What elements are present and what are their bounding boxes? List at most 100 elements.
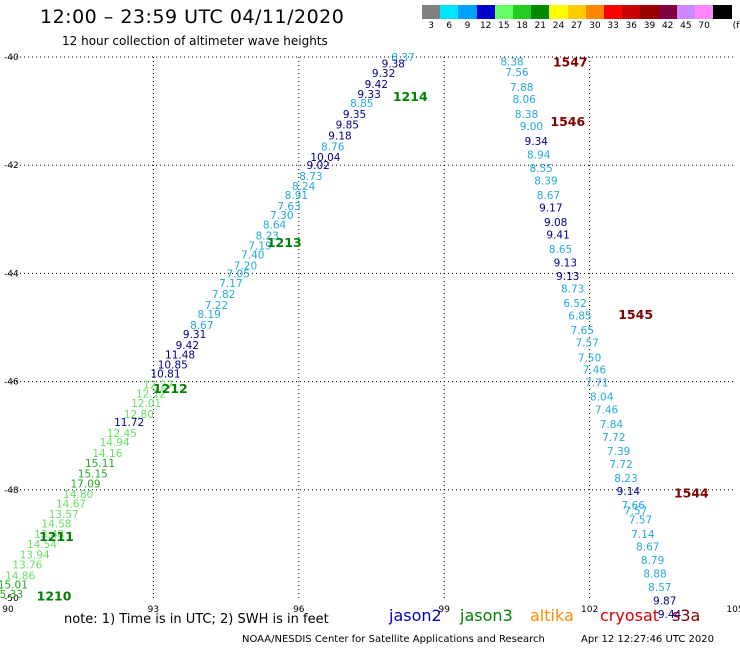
legend-swatch xyxy=(549,5,569,19)
legend-label: 24 xyxy=(552,21,565,31)
wave-height-value: 13.48 xyxy=(34,529,64,541)
wave-height-value: 17.09 xyxy=(71,478,101,490)
wave-height-value: 8.94 xyxy=(527,149,551,161)
wave-height-value: 9.02 xyxy=(306,160,329,172)
wave-height-value: 8.38 xyxy=(515,109,538,121)
wave-height-value: 7.66 xyxy=(622,500,646,512)
wave-height-value: 7.72 xyxy=(609,459,632,471)
wave-height-value: 13.57 xyxy=(49,509,79,521)
wave-height-value: 7.22 xyxy=(205,300,228,312)
wave-height-value: 10.81 xyxy=(150,368,180,380)
wave-height-value: 8.57 xyxy=(648,582,671,594)
wave-height-value: 10.04 xyxy=(310,152,340,164)
wave-height-value: 12.27 xyxy=(143,379,173,391)
legend-label: 21 xyxy=(534,21,546,31)
legend-swatch xyxy=(604,5,623,19)
x-tick-label: 96 xyxy=(293,605,305,615)
y-tick-label: -42 xyxy=(4,161,19,171)
legend-swatch xyxy=(476,5,496,19)
wave-height-value: 9.87 xyxy=(653,596,676,608)
legend-swatch xyxy=(494,5,514,19)
legend-swatch xyxy=(640,5,660,19)
wave-height-value: 13.76 xyxy=(12,559,42,571)
legend-swatch xyxy=(676,5,696,19)
wave-height-value: 12.45 xyxy=(107,428,137,440)
wave-height-value: 15.15 xyxy=(78,469,108,481)
wave-height-value: 7.17 xyxy=(219,278,242,290)
wave-height-value: 12.12 xyxy=(136,389,166,401)
wave-height-value: 12.01 xyxy=(131,398,161,410)
y-tick-label: -40 xyxy=(4,53,19,63)
legend-label: 18 xyxy=(516,21,528,31)
wave-height-value: 7.63 xyxy=(277,201,300,213)
y-tick-label: -44 xyxy=(4,269,19,279)
legend-label: 39 xyxy=(643,21,656,31)
x-tick-label: 90 xyxy=(2,605,14,615)
wave-height-value: 8.76 xyxy=(321,141,345,153)
satellite-label-jason3: jason3 xyxy=(460,606,513,625)
pass-time-labels: 1214 1213 1212 1211 1210 1547 1546 1545 1544 xyxy=(37,54,709,603)
legend-swatch xyxy=(458,5,478,19)
wave-height-value: 14.58 xyxy=(41,518,71,530)
wave-height-value: 14.86 xyxy=(5,570,35,582)
wave-height-value: 7.14 xyxy=(631,529,655,541)
x-tick-label: 99 xyxy=(438,605,450,615)
legend-label: 30 xyxy=(589,21,601,31)
legend-swatch xyxy=(567,5,587,19)
pass-time-label: 1211 xyxy=(39,529,74,544)
legend-label: 27 xyxy=(570,21,583,31)
wave-height-value: 8.67 xyxy=(636,542,659,554)
wave-height-value: 9.13 xyxy=(554,258,577,270)
wave-height-value: 8.67 xyxy=(537,190,560,202)
pass-time-label: 1213 xyxy=(267,235,302,250)
wave-height-value: 14.16 xyxy=(92,448,122,460)
wave-height-value: 12.80 xyxy=(124,409,154,421)
pass-time-label: 1547 xyxy=(553,54,588,69)
satellite-label-jason2: jason2 xyxy=(389,606,442,625)
page-title: 12:00 – 23:59 UTC 04/11/2020 xyxy=(40,6,345,28)
wave-height-value: 14.54 xyxy=(27,539,57,551)
wave-height-value: 15.01 xyxy=(0,579,28,591)
legend-swatch xyxy=(531,5,550,19)
wave-height-value: 9.85 xyxy=(336,120,359,132)
wave-height-value: 8.65 xyxy=(549,244,572,256)
wave-height-value: 8.38 xyxy=(500,56,523,68)
wave-height-value: 7.46 xyxy=(595,405,619,417)
wave-height-value: 8.23 xyxy=(256,231,279,243)
wave-height-value: 7.20 xyxy=(234,260,257,272)
axis-ticks: 90 93 96 99 102 105 -40 -42 -44 -46 -48 -50 xyxy=(2,53,740,615)
wave-height-value: 7.57 xyxy=(575,338,598,350)
pass-time-label: 1546 xyxy=(550,114,585,129)
legend-label: 45 xyxy=(680,21,692,31)
pass-time-label: 1544 xyxy=(674,486,709,501)
y-tick-label: -50 xyxy=(4,594,19,604)
x-tick-label: 102 xyxy=(581,605,598,615)
wave-height-value: 8.85 xyxy=(350,98,373,110)
wave-height-value: 9.41 xyxy=(546,229,569,241)
wave-height-value: 8.55 xyxy=(529,163,552,175)
legend-swatch xyxy=(713,5,732,19)
y-tick-label: -46 xyxy=(4,378,19,388)
wave-height-value: 9.00 xyxy=(520,121,543,133)
wave-height-value: 9.08 xyxy=(544,217,567,229)
legend-swatch xyxy=(440,5,459,19)
legend-label: 70 xyxy=(698,21,710,31)
wave-height-value: 10.85 xyxy=(158,359,188,371)
wave-height-value: 8.24 xyxy=(292,181,316,193)
wave-height-value: 7.82 xyxy=(212,289,235,301)
wave-height-value: 8.39 xyxy=(534,175,557,187)
wave-height-value: 7.88 xyxy=(510,82,533,94)
legend-label: 12 xyxy=(479,21,492,31)
legend-swatch xyxy=(622,5,641,19)
legend-label: 6 xyxy=(446,21,453,31)
footer-timestamp: Apr 12 12:27:46 UTC 2020 xyxy=(581,634,714,645)
wave-height-value: 8.73 xyxy=(561,284,584,296)
wave-height-value: 7.40 xyxy=(241,249,264,261)
legend-swatch xyxy=(422,5,441,19)
wave-height-value: 9.38 xyxy=(382,58,405,70)
wave-height-value: 8.04 xyxy=(590,392,614,404)
wave-height-value: 15.11 xyxy=(85,458,115,470)
